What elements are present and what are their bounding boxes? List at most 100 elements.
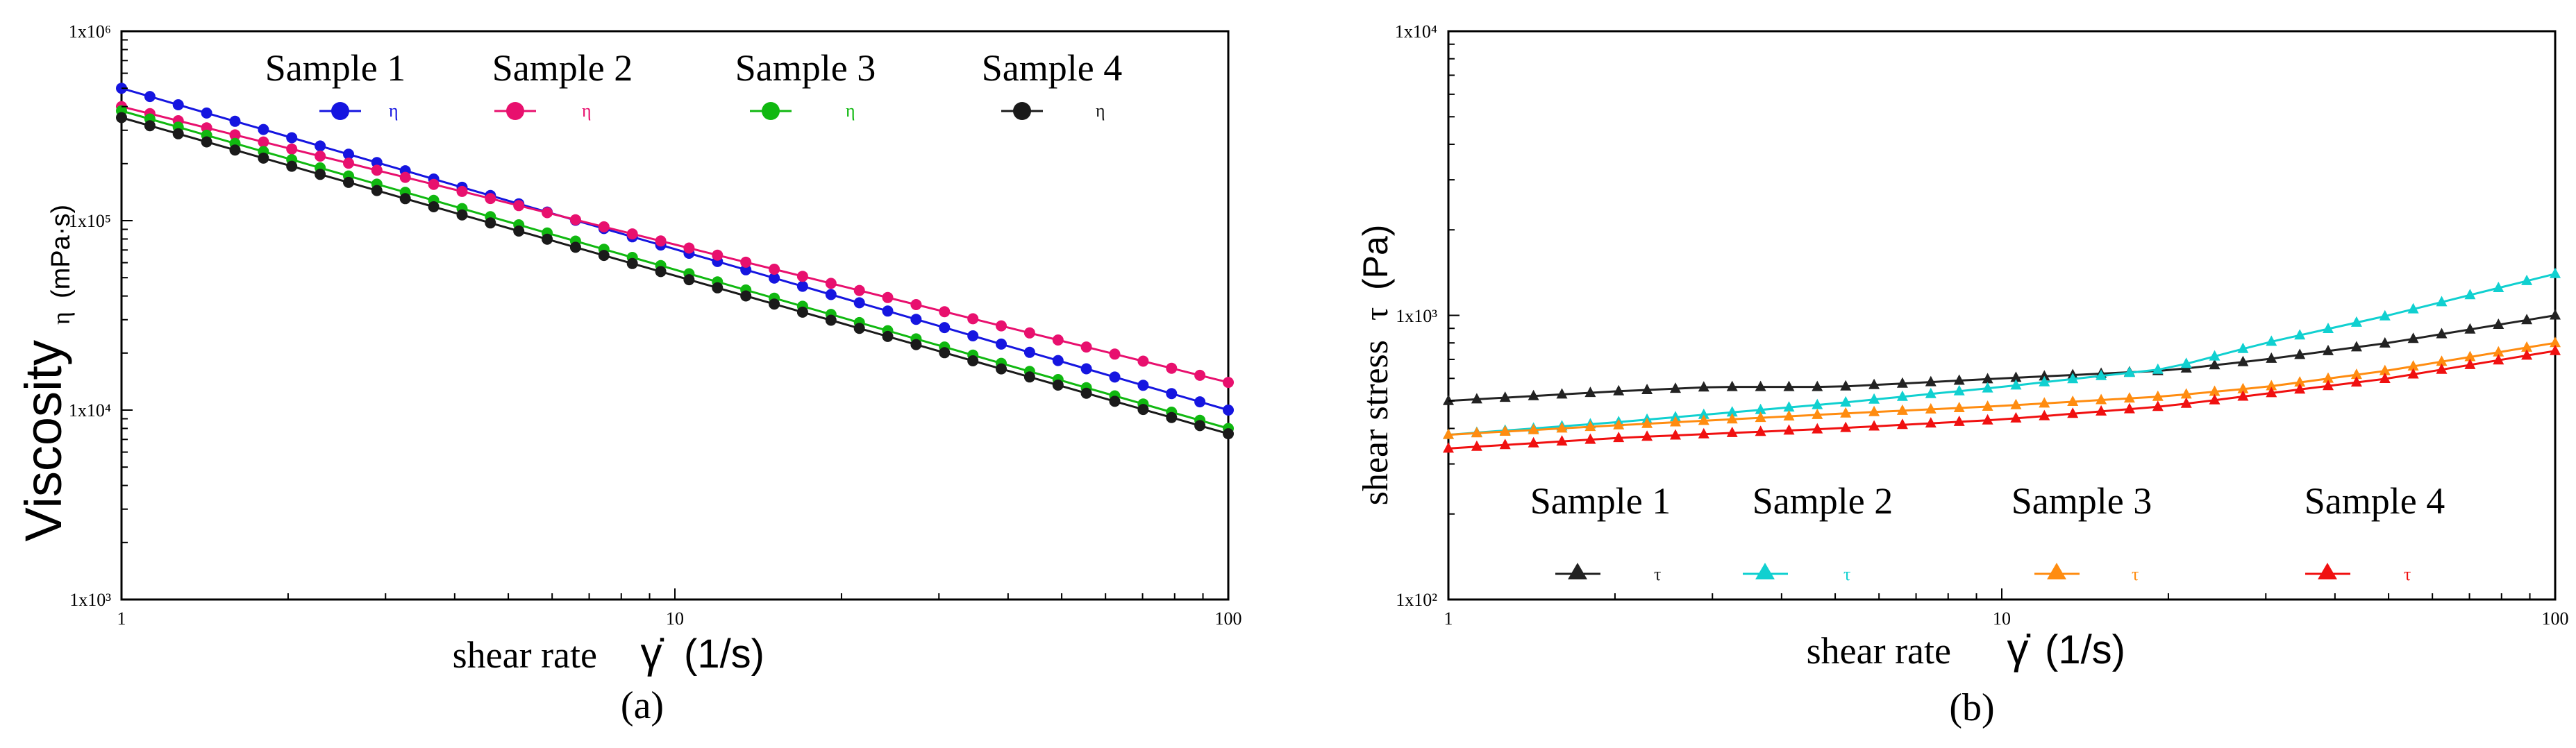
point-b-1-12 (1783, 401, 1795, 412)
point-b-1-19 (1982, 382, 1993, 393)
ytick-label-a-2: 1x10⁵ (69, 211, 111, 231)
ylabel-symbol-a: η (47, 312, 75, 325)
legend-a-symbol-3: η (1096, 101, 1105, 121)
point-a-0-8 (343, 148, 354, 160)
point-b-0-2 (1499, 391, 1511, 402)
point-a-3-34 (1080, 387, 1092, 399)
point-a-0-29 (939, 322, 951, 334)
point-b-2-1 (1471, 427, 1482, 438)
point-b-3-14 (1840, 421, 1852, 432)
point-a-1-35 (1109, 348, 1121, 360)
point-b-1-22 (2067, 373, 2079, 384)
point-b-3-20 (2010, 411, 2022, 423)
point-b-3-10 (1726, 426, 1738, 437)
point-a-3-10 (399, 193, 411, 205)
point-b-1-26 (2180, 357, 2192, 368)
point-a-3-8 (343, 176, 354, 188)
point-b-1-18 (1953, 384, 1965, 396)
point-b-0-7 (1641, 384, 1653, 394)
xtick-label-a-1: 10 (666, 609, 684, 629)
xtick-label-a-2: 100 (1215, 609, 1242, 629)
point-b-0-34 (2407, 332, 2419, 343)
point-b-3-37 (2493, 354, 2504, 365)
legend-b: Sample 1 Sample 2 Sample 3 Sample 4 τ τ … (1530, 480, 2445, 584)
point-a-3-1 (144, 120, 156, 132)
point-b-0-31 (2323, 344, 2334, 355)
point-a-1-5 (258, 136, 269, 148)
point-b-0-16 (1896, 377, 1908, 388)
point-a-0-33 (1052, 355, 1064, 366)
point-b-0-33 (2379, 337, 2391, 348)
point-b-1-34 (2407, 303, 2419, 314)
point-a-1-19 (655, 235, 667, 247)
point-a-3-6 (286, 160, 298, 172)
point-b-2-6 (1613, 418, 1625, 430)
point-a-1-13 (485, 193, 496, 205)
legend-b-title-1: Sample 2 (1753, 480, 1893, 522)
point-a-0-5 (258, 124, 269, 135)
point-b-3-19 (1982, 414, 1993, 425)
point-b-3-23 (2096, 405, 2107, 416)
legend-a-symbol-1: η (582, 101, 592, 121)
point-a-3-28 (910, 339, 922, 350)
point-a-3-5 (258, 152, 269, 164)
point-a-1-9 (371, 164, 383, 176)
point-b-0-38 (2521, 314, 2533, 325)
point-b-2-32 (2350, 368, 2362, 380)
point-b-2-12 (1783, 410, 1795, 420)
point-b-2-14 (1840, 407, 1852, 418)
point-b-2-35 (2436, 355, 2448, 366)
legend-a-symbol-0: η (389, 101, 399, 121)
point-b-0-21 (2039, 370, 2050, 381)
legend-a-title-0: Sample 1 (265, 47, 405, 89)
point-a-1-37 (1166, 362, 1178, 374)
point-b-0-30 (2294, 348, 2306, 359)
point-b-0-17 (1925, 375, 1937, 386)
point-a-3-32 (1023, 371, 1035, 383)
series-group-b (1443, 267, 2561, 453)
point-a-1-10 (399, 171, 411, 183)
point-a-1-16 (569, 214, 581, 226)
point-b-2-38 (2521, 341, 2533, 352)
point-b-0-4 (1556, 388, 1568, 399)
series-line-a-3 (121, 117, 1229, 435)
point-b-2-8 (1670, 416, 1681, 427)
point-b-0-19 (1982, 373, 1993, 384)
point-a-1-25 (825, 278, 837, 289)
point-b-0-9 (1698, 381, 1709, 392)
point-a-1-34 (1080, 341, 1092, 353)
point-a-3-15 (542, 233, 553, 245)
point-b-1-21 (2039, 375, 2050, 386)
point-b-1-17 (1925, 387, 1937, 398)
point-a-3-33 (1052, 380, 1064, 391)
point-a-0-27 (882, 305, 894, 317)
point-b-0-13 (1812, 380, 1823, 391)
point-a-3-26 (853, 323, 865, 334)
point-b-0-18 (1953, 374, 1965, 385)
legend-b-marker-1 (1755, 563, 1775, 579)
point-a-0-9 (371, 157, 383, 169)
panel-label-b: (b) (1949, 686, 1994, 729)
point-a-3-11 (428, 201, 440, 212)
point-b-3-13 (1812, 423, 1823, 434)
point-a-0-34 (1080, 363, 1092, 375)
point-b-0-36 (2464, 323, 2476, 334)
point-a-3-37 (1166, 411, 1178, 423)
point-b-1-16 (1896, 390, 1908, 401)
legend-b-marker-3 (2318, 563, 2337, 579)
point-a-0-2 (172, 99, 184, 110)
point-b-2-9 (1698, 414, 1709, 425)
point-b-3-39 (2550, 344, 2561, 355)
legend-b-title-3: Sample 4 (2305, 480, 2445, 522)
point-b-0-29 (2266, 352, 2277, 363)
point-a-3-13 (485, 217, 496, 229)
point-b-3-25 (2152, 400, 2164, 411)
ylabel-text-a: Viscosity (15, 340, 72, 542)
tick-marks-b (1448, 43, 2531, 600)
point-b-2-10 (1726, 413, 1738, 424)
xlabel-symbol-a: γ̇ (641, 629, 664, 677)
point-b-0-39 (2550, 309, 2561, 320)
point-a-1-21 (712, 249, 724, 261)
ytick-label-b-0: 1x10² (1396, 590, 1437, 610)
legend-a-title-3: Sample 4 (982, 47, 1122, 89)
